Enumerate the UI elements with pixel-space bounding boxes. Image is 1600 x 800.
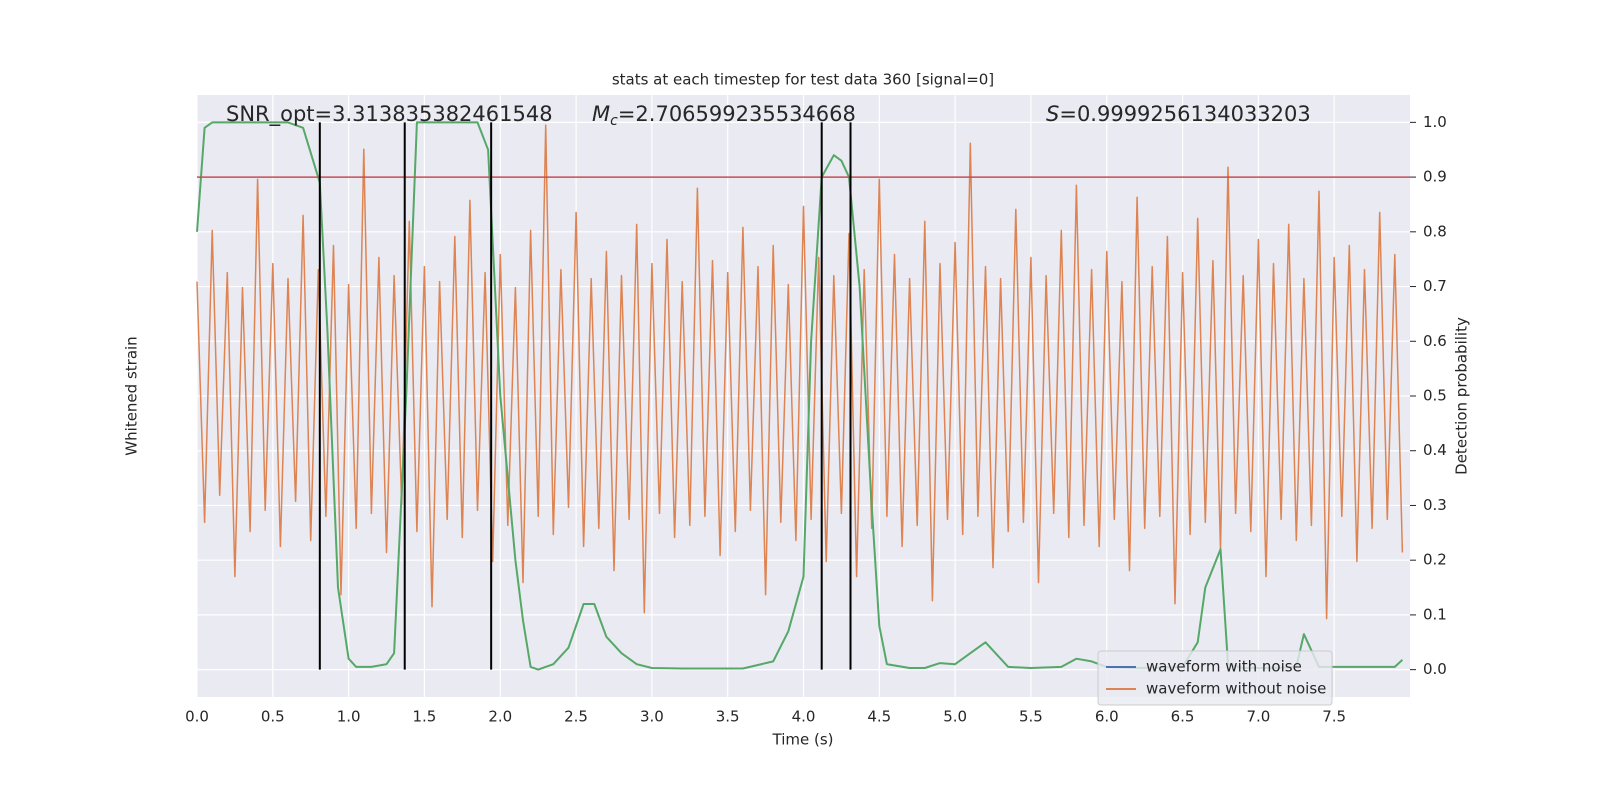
- y2-tick-label: 0.7: [1423, 277, 1447, 295]
- x-tick-label: 2.0: [488, 708, 512, 726]
- y2-tick-label: 0.6: [1423, 332, 1447, 350]
- x-tick-label: 1.0: [337, 708, 361, 726]
- y2-tick-label: 0.9: [1423, 168, 1447, 186]
- x-tick-label: 1.5: [413, 708, 437, 726]
- series-line: [196, 124, 1404, 620]
- y2-tick-label: 0.5: [1423, 387, 1447, 405]
- y2-tick-label: 1.0: [1423, 113, 1447, 131]
- y2-tick-label: 0.8: [1423, 222, 1447, 240]
- x-axis-label: Time (s): [772, 731, 834, 749]
- annotation-symbol: M: [592, 102, 610, 126]
- y2-tick-label: 0.1: [1423, 605, 1447, 623]
- y2-axis-label: Detection probability: [1453, 317, 1471, 475]
- annotation: S=0.9999256134033203: [1046, 102, 1311, 126]
- chart-title: stats at each timestep for test data 360…: [612, 71, 994, 89]
- annotation: SNR_opt=3.313835382461548: [226, 102, 553, 127]
- x-tick-label: 3.0: [640, 708, 664, 726]
- y2-tick-label: 0.3: [1423, 496, 1447, 514]
- marks: [196, 121, 1410, 671]
- annotation-text: =2.706599235534668: [618, 102, 856, 126]
- annotation-text: =0.9999256134033203: [1059, 102, 1310, 126]
- x-tick-label: 6.5: [1171, 708, 1195, 726]
- x-tick-label: 4.0: [792, 708, 816, 726]
- x-tick-label: 5.0: [943, 708, 967, 726]
- annotation-sub: c: [610, 113, 618, 129]
- legend-box: [1097, 650, 1333, 706]
- x-tick-label: 6.0: [1095, 708, 1119, 726]
- x-tick-label: 3.5: [716, 708, 740, 726]
- y-axis-label: Whitened strain: [123, 336, 141, 455]
- x-tick-label: 0.5: [261, 708, 285, 726]
- legend-label: waveform with noise: [1146, 658, 1302, 676]
- x-tick-label: 4.5: [867, 708, 891, 726]
- y2-tick-label: 0.0: [1423, 660, 1447, 678]
- legend-label: waveform without noise: [1146, 680, 1326, 698]
- legend: waveform with noise waveform without nois…: [1097, 650, 1333, 706]
- annotation: Mc=2.706599235534668: [592, 102, 856, 129]
- x-tick-label: 0.0: [185, 708, 209, 726]
- x-tick-label: 2.5: [564, 708, 588, 726]
- y2-tick-label: 0.2: [1423, 551, 1447, 569]
- annotation-symbol: S: [1046, 102, 1059, 126]
- x-tick-label: 7.5: [1322, 708, 1346, 726]
- x-tick-label: 5.5: [1019, 708, 1043, 726]
- y2-tick-label: 0.4: [1423, 441, 1447, 459]
- x-tick-label: 7.0: [1246, 708, 1270, 726]
